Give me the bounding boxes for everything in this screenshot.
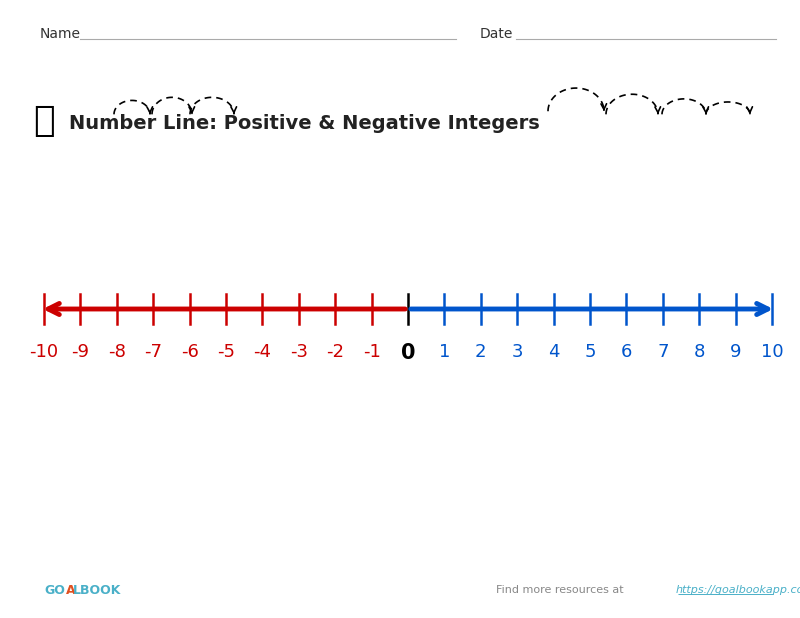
Text: Number Line: Positive & Negative Integers: Number Line: Positive & Negative Integer… bbox=[69, 114, 539, 133]
Text: 7: 7 bbox=[657, 343, 669, 361]
Text: 6: 6 bbox=[621, 343, 632, 361]
Text: Date: Date bbox=[480, 27, 514, 41]
Text: 2: 2 bbox=[475, 343, 486, 361]
Text: -8: -8 bbox=[108, 343, 126, 361]
Text: 3: 3 bbox=[511, 343, 523, 361]
Text: LBOOK: LBOOK bbox=[73, 583, 121, 597]
Text: 10: 10 bbox=[761, 343, 783, 361]
Text: 1: 1 bbox=[438, 343, 450, 361]
Text: -5: -5 bbox=[217, 343, 235, 361]
Text: 9: 9 bbox=[730, 343, 742, 361]
Text: 🐸: 🐸 bbox=[33, 103, 55, 138]
Text: Name: Name bbox=[40, 27, 81, 41]
Text: GO: GO bbox=[44, 583, 65, 597]
Text: -7: -7 bbox=[144, 343, 162, 361]
Text: -2: -2 bbox=[326, 343, 344, 361]
Text: -4: -4 bbox=[254, 343, 271, 361]
Text: https://goalbookapp.com: https://goalbookapp.com bbox=[676, 585, 800, 595]
Text: -9: -9 bbox=[71, 343, 90, 361]
Text: -10: -10 bbox=[30, 343, 58, 361]
Text: A: A bbox=[66, 583, 76, 597]
Text: 5: 5 bbox=[584, 343, 596, 361]
Text: 0: 0 bbox=[401, 343, 415, 363]
Text: Find more resources at: Find more resources at bbox=[496, 585, 627, 595]
Text: 8: 8 bbox=[694, 343, 705, 361]
Text: -3: -3 bbox=[290, 343, 308, 361]
Text: -1: -1 bbox=[362, 343, 381, 361]
Text: -6: -6 bbox=[181, 343, 198, 361]
Text: 4: 4 bbox=[548, 343, 559, 361]
